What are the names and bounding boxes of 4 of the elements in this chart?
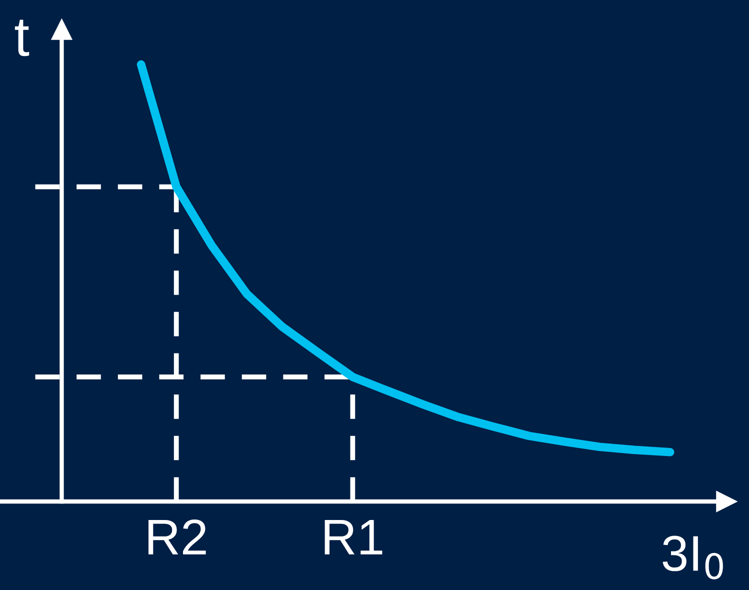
x-tick-label: R1 xyxy=(324,520,382,554)
x-axis-title: 3I$_{0}$ xyxy=(662,536,723,580)
y-axis-title: t xyxy=(14,20,30,56)
x-tick-label: R2 xyxy=(148,519,206,554)
